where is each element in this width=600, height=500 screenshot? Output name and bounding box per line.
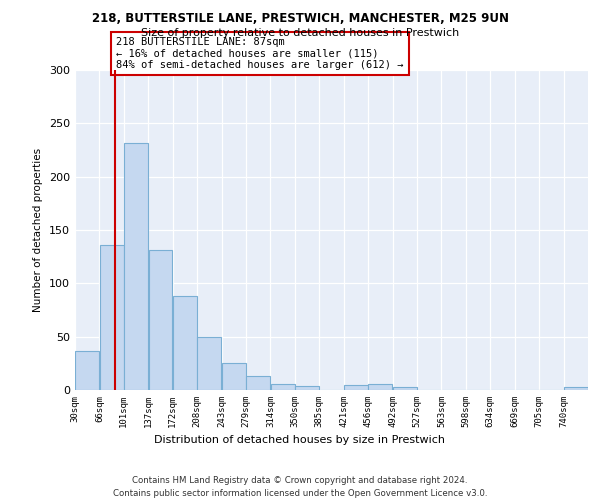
Bar: [368, 384, 392, 390]
Text: Contains public sector information licensed under the Open Government Licence v3: Contains public sector information licen…: [113, 489, 487, 498]
Bar: [149, 250, 172, 390]
Bar: [197, 336, 221, 390]
Bar: [173, 296, 197, 390]
Y-axis label: Number of detached properties: Number of detached properties: [34, 148, 43, 312]
Text: 218, BUTTERSTILE LANE, PRESTWICH, MANCHESTER, M25 9UN: 218, BUTTERSTILE LANE, PRESTWICH, MANCHE…: [91, 12, 509, 26]
Bar: [271, 384, 295, 390]
Text: Distribution of detached houses by size in Prestwich: Distribution of detached houses by size …: [155, 435, 445, 445]
Bar: [100, 245, 124, 390]
Bar: [124, 142, 148, 390]
Text: Size of property relative to detached houses in Prestwich: Size of property relative to detached ho…: [141, 28, 459, 38]
Bar: [564, 387, 587, 390]
Text: 218 BUTTERSTILE LANE: 87sqm
← 16% of detached houses are smaller (115)
84% of se: 218 BUTTERSTILE LANE: 87sqm ← 16% of det…: [116, 37, 404, 70]
Bar: [344, 384, 368, 390]
Text: Contains HM Land Registry data © Crown copyright and database right 2024.: Contains HM Land Registry data © Crown c…: [132, 476, 468, 485]
Bar: [393, 387, 416, 390]
Bar: [76, 350, 99, 390]
Bar: [295, 386, 319, 390]
Bar: [247, 376, 270, 390]
Bar: [222, 364, 245, 390]
